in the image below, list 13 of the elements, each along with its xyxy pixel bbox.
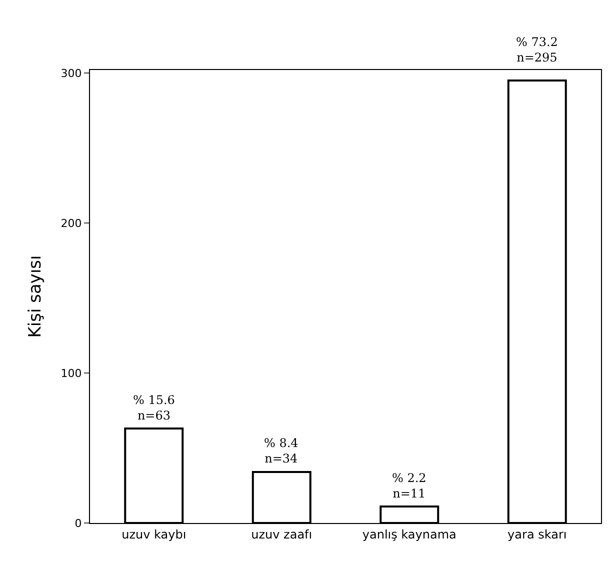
- x-tick-label: yara skarı: [508, 527, 567, 542]
- y-tick-label: 100: [60, 366, 82, 380]
- data-label: % 8.4 n=34: [264, 436, 299, 466]
- y-tick-label: 0: [74, 516, 82, 530]
- x-tick-label: uzuv zaafı: [251, 527, 312, 542]
- y-axis-title: Kişi sayısı: [25, 255, 46, 338]
- x-tick-label: uzuv kaybı: [122, 527, 186, 542]
- data-label: % 2.2 n=11: [392, 471, 426, 501]
- y-tick-label: 200: [60, 216, 82, 230]
- data-label: % 15.6 n=63: [133, 393, 175, 423]
- x-tick-label: yanlış kaynama: [362, 527, 456, 542]
- data-label: % 73.2 n=295: [516, 35, 558, 65]
- y-tick-label: 300: [60, 66, 82, 80]
